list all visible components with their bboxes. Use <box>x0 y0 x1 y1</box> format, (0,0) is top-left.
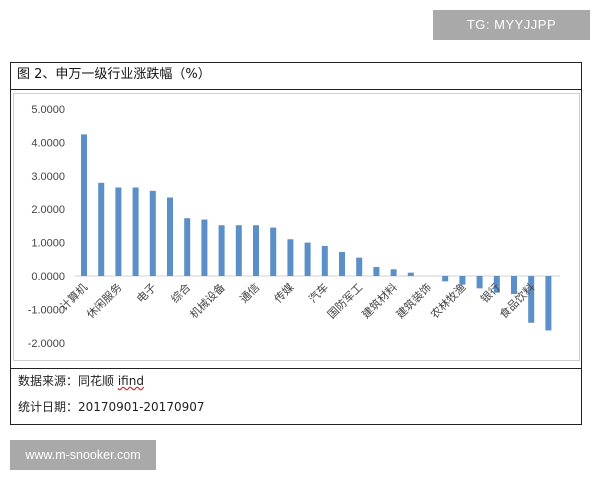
bar <box>81 134 87 276</box>
x-tick-label: 汽车 <box>305 280 330 305</box>
bar <box>407 272 414 276</box>
y-tick-label: 4.0000 <box>31 137 65 149</box>
x-tick-label: 休闲服务 <box>84 280 125 321</box>
bar <box>149 190 156 276</box>
bar <box>545 276 552 331</box>
bar <box>184 218 191 276</box>
bar <box>511 276 517 295</box>
x-tick-label: 计算机 <box>57 280 90 313</box>
bar <box>270 227 277 276</box>
x-tick-label: 建筑材料 <box>359 280 400 321</box>
x-tick-label: 建筑装饰 <box>393 280 434 321</box>
y-tick-label: 0.0000 <box>31 271 65 283</box>
y-tick-label: 1.0000 <box>31 238 65 250</box>
bar <box>390 269 397 276</box>
bar <box>321 245 328 276</box>
x-tick-label: 电子 <box>134 281 159 306</box>
x-tick-label: 机械设备 <box>187 280 228 321</box>
date-line: 统计日期：20170901-20170907 <box>18 400 205 414</box>
bar <box>115 187 122 276</box>
bar <box>218 225 225 276</box>
bar <box>98 182 105 276</box>
bar <box>442 276 449 282</box>
bar <box>476 276 483 289</box>
bar <box>373 266 380 276</box>
figure-footer: 数据来源：同花顺 ifind 统计日期：20170901-20170907 <box>11 368 581 424</box>
bar <box>493 276 500 293</box>
y-tick-label: -1.0000 <box>28 304 65 316</box>
watermark-bottom: www.m-snooker.com <box>10 440 156 470</box>
bar <box>167 197 173 276</box>
x-tick-label: 通信 <box>237 281 262 306</box>
source-line: 数据来源：同花顺 ifind <box>18 372 144 389</box>
y-tick-label: 3.0000 <box>31 171 65 183</box>
bar <box>528 276 535 323</box>
x-tick-label: 国防军工 <box>324 280 365 321</box>
y-tick-label: 2.0000 <box>31 204 65 216</box>
bar <box>459 276 466 285</box>
plot-area <box>13 93 580 361</box>
source-value: ifind <box>117 374 144 388</box>
figure-title: 图 2、申万一级行业涨跌幅（%） <box>11 63 581 90</box>
bar <box>304 242 311 276</box>
x-tick-label: 农林牧渔 <box>428 280 469 321</box>
y-tick-label: -2.0000 <box>28 338 65 350</box>
source-label: 数据来源：同花顺 <box>18 374 118 388</box>
x-tick-label: 综合 <box>168 280 193 305</box>
y-tick-label: 5.0000 <box>31 104 65 116</box>
bar <box>253 225 259 276</box>
watermark-top: TG: MYYJJPP <box>433 10 590 40</box>
bar <box>356 257 363 276</box>
figure-frame: 图 2、申万一级行业涨跌幅（%） 数据来源：同花顺 ifind 统计日期：201… <box>10 62 582 425</box>
bar <box>201 219 208 276</box>
bar <box>235 225 242 276</box>
bar <box>287 239 294 276</box>
bar <box>132 187 139 276</box>
x-tick-label: 传媒 <box>272 281 297 306</box>
bar <box>339 251 345 276</box>
